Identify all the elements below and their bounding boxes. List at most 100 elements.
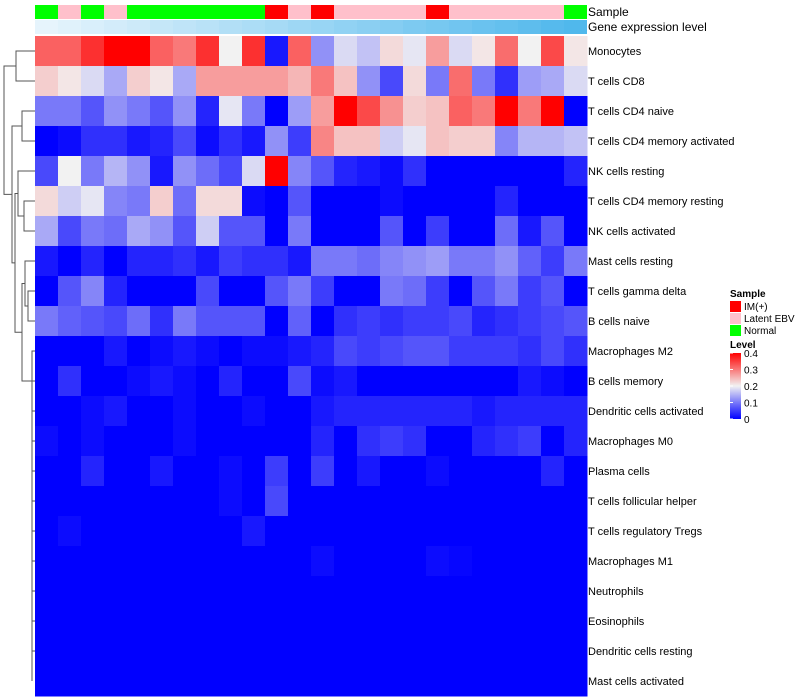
heatmap-cell	[219, 276, 243, 307]
heatmap-cell	[403, 216, 427, 247]
heatmap-cell	[311, 276, 335, 307]
heatmap-cell	[242, 336, 266, 367]
heatmap-cell	[564, 486, 588, 517]
heatmap-cell	[127, 36, 151, 67]
row-label: B cells naive	[588, 316, 650, 328]
heatmap-cell	[173, 156, 197, 187]
heatmap-cell	[150, 336, 174, 367]
heatmap-cell	[380, 636, 404, 667]
row-label: Dendritic cells activated	[588, 406, 704, 418]
heatmap-cell	[564, 636, 588, 667]
heatmap-cell	[357, 276, 381, 307]
gene-expression-annotation-cell	[242, 20, 265, 34]
heatmap-cell	[219, 666, 243, 697]
heatmap-cell	[311, 66, 335, 97]
heatmap-cell	[518, 396, 542, 427]
heatmap-cell	[380, 576, 404, 607]
heatmap-cell	[564, 96, 588, 127]
heatmap-cell	[311, 666, 335, 697]
heatmap-cell	[104, 396, 128, 427]
heatmap-cell	[334, 186, 358, 217]
heatmap-cell	[472, 576, 496, 607]
heatmap-cell	[196, 336, 220, 367]
heatmap-cell	[265, 216, 289, 247]
heatmap-cell	[357, 486, 381, 517]
sample-annotation-cell	[472, 5, 495, 19]
heatmap-cell	[104, 306, 128, 337]
heatmap-cell	[403, 96, 427, 127]
heatmap-cell	[150, 96, 174, 127]
heatmap-cell	[541, 636, 565, 667]
heatmap-cell	[196, 636, 220, 667]
heatmap-cell	[58, 336, 82, 367]
sample-annotation-cell	[265, 5, 288, 19]
heatmap-cell	[426, 516, 450, 547]
heatmap-cell	[288, 186, 312, 217]
heatmap-cell	[380, 606, 404, 637]
heatmap-cell	[518, 576, 542, 607]
sample-annotation-cell	[311, 5, 334, 19]
heatmap-cell	[150, 606, 174, 637]
sample-annotation-cell	[334, 5, 357, 19]
heatmap-cell	[104, 96, 128, 127]
heatmap-cell	[242, 36, 266, 67]
heatmap-cell	[150, 126, 174, 157]
heatmap-cell	[380, 546, 404, 577]
heatmap-cell	[35, 486, 59, 517]
heatmap-cell	[81, 186, 105, 217]
heatmap-cell	[173, 426, 197, 457]
heatmap-cell	[495, 96, 519, 127]
heatmap-cell	[265, 576, 289, 607]
heatmap-cell	[357, 186, 381, 217]
heatmap-cell	[334, 636, 358, 667]
heatmap-cell	[426, 456, 450, 487]
heatmap-cell	[58, 96, 82, 127]
row-label: T cells CD8	[588, 76, 645, 88]
heatmap-cell	[219, 636, 243, 667]
heatmap-cell	[334, 336, 358, 367]
gene-expression-annotation-cell	[495, 20, 518, 34]
heatmap-cell	[380, 396, 404, 427]
heatmap-cell	[380, 516, 404, 547]
heatmap-cell	[288, 246, 312, 277]
row-label: B cells memory	[588, 376, 664, 388]
heatmap-cell	[564, 546, 588, 577]
dendrogram-branch	[11, 125, 22, 264]
heatmap-cell	[219, 246, 243, 277]
heatmap-cell	[150, 36, 174, 67]
heatmap-cell	[472, 156, 496, 187]
heatmap-cell	[265, 276, 289, 307]
heatmap-cell	[81, 516, 105, 547]
heatmap-cell	[518, 66, 542, 97]
heatmap-cell	[426, 156, 450, 187]
heatmap-cell	[518, 276, 542, 307]
heatmap-cell	[173, 336, 197, 367]
heatmap-cell	[426, 66, 450, 97]
row-label: T cells gamma delta	[588, 286, 687, 298]
heatmap-cell	[541, 546, 565, 577]
heatmap-cell	[518, 186, 542, 217]
gene-expression-annotation-cell	[472, 20, 495, 34]
heatmap-cell	[403, 606, 427, 637]
legend-item-label: IM(+)	[744, 302, 768, 313]
sample-annotation-cell	[449, 5, 472, 19]
heatmap-cell	[35, 186, 59, 217]
heatmap-cell	[541, 36, 565, 67]
heatmap-cell	[196, 96, 220, 127]
gene-expression-annotation-cell	[426, 20, 449, 34]
heatmap-cell	[334, 246, 358, 277]
heatmap-cell	[495, 186, 519, 217]
heatmap-cell	[518, 666, 542, 697]
sample-annotation-cell	[219, 5, 242, 19]
heatmap-cell	[380, 276, 404, 307]
heatmap-cell	[265, 606, 289, 637]
heatmap-cell	[58, 66, 82, 97]
heatmap-cell	[242, 246, 266, 277]
heatmap-cell	[334, 396, 358, 427]
heatmap-cell	[127, 636, 151, 667]
heatmap-cell	[81, 336, 105, 367]
heatmap-cell	[472, 396, 496, 427]
heatmap-cell	[449, 306, 473, 337]
heatmap-cell	[127, 366, 151, 397]
heatmap-cell	[150, 186, 174, 217]
